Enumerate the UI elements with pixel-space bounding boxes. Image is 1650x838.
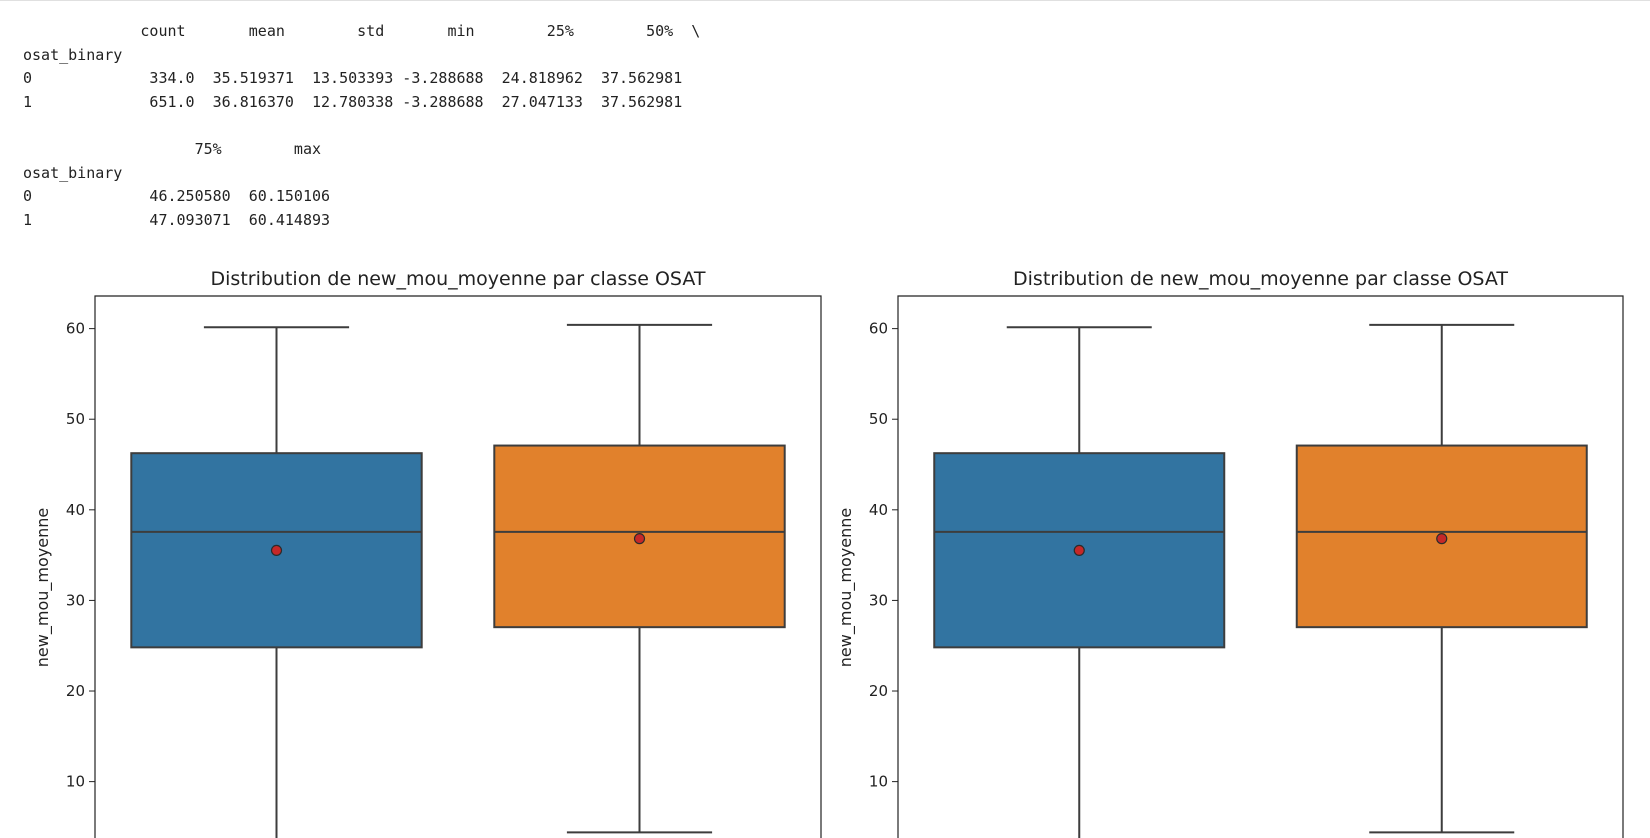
console-line: 1 651.0 36.816370 12.780338 -3.288688 27… (23, 92, 683, 111)
plot-frame (897, 295, 1624, 838)
y-tick-label: 10 (869, 773, 888, 791)
y-tick-label: 20 (869, 682, 888, 700)
console-line: 0 334.0 35.519371 13.503393 -3.288688 24… (23, 69, 683, 87)
mean-marker (1436, 533, 1448, 545)
console-block: 75% max osat_binary 0 46.250580 60.150106 1… (23, 138, 330, 232)
y-tick-label: 30 (869, 591, 888, 609)
y-tick-label: 40 (66, 501, 85, 519)
mean-marker (1073, 544, 1085, 557)
console-line: count mean std min 25% 50% \ (23, 22, 701, 40)
y-tick-label: 50 (869, 410, 888, 428)
mean-marker (633, 533, 646, 545)
y-axis-label: new_mou_moyenne (836, 508, 856, 667)
chart: Distribution de new_mou_moyenne par clas… (33, 268, 822, 838)
console-line: osat_binary (23, 163, 123, 182)
y-tick-label: 60 (66, 320, 85, 338)
console-line: 0 46.250580 60.150106 (23, 187, 331, 205)
y-tick-label: 20 (66, 682, 85, 700)
console-line: osat_binary (23, 45, 123, 64)
y-axis-label: new_mou_moyenne (33, 508, 53, 667)
mean-marker (270, 544, 283, 557)
chart: Distribution de new_mou_moyenne par clas… (836, 268, 1624, 838)
console-block: count mean std min 25% 50% \ osat_binary 0… (23, 20, 700, 114)
y-tick-label: 30 (66, 591, 85, 609)
chart-title: Distribution de new_mou_moyenne par clas… (1013, 268, 1508, 290)
y-tick-label: 40 (869, 501, 888, 519)
y-tick-label: 50 (66, 410, 85, 428)
plot-frame (94, 295, 822, 838)
y-tick-label: 60 (869, 320, 888, 338)
y-tick-label: 10 (66, 773, 85, 791)
console-line: 75% max (23, 140, 322, 158)
chart-title: Distribution de new_mou_moyenne par clas… (211, 268, 706, 290)
console-line: 1 47.093071 60.414893 (23, 210, 331, 229)
